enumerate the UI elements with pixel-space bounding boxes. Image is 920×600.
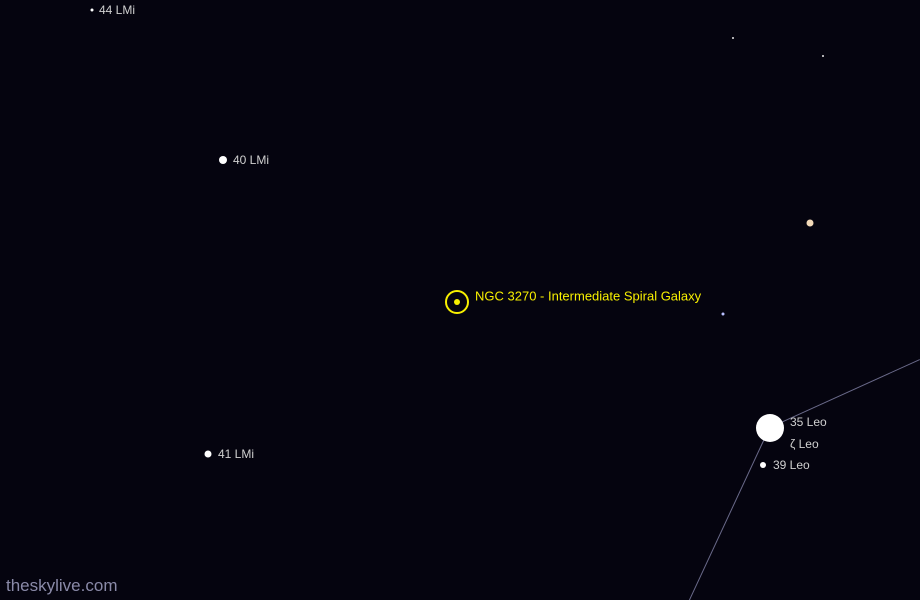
star-label: 44 LMi <box>99 3 135 17</box>
star <box>91 9 94 12</box>
target-dot <box>454 299 460 305</box>
star <box>205 451 212 458</box>
watermark: theskylive.com <box>6 576 117 596</box>
star <box>807 220 814 227</box>
star-label: 41 LMi <box>218 447 254 461</box>
star-label: ζ Leo <box>790 437 819 451</box>
star-label: 35 Leo <box>790 415 827 429</box>
target-label: NGC 3270 - Intermediate Spiral Galaxy <box>475 289 701 304</box>
constellation-line <box>689 428 770 600</box>
star <box>722 313 725 316</box>
star-label: 39 Leo <box>773 458 810 472</box>
star <box>732 37 734 39</box>
star <box>760 462 766 468</box>
star <box>219 156 227 164</box>
star <box>822 55 824 57</box>
star <box>756 414 784 442</box>
star-chart: 44 LMi 40 LMi 41 LMi 35 Leo ζ Leo 39 Leo NGC 3… <box>0 0 920 600</box>
star-label: 40 LMi <box>233 153 269 167</box>
